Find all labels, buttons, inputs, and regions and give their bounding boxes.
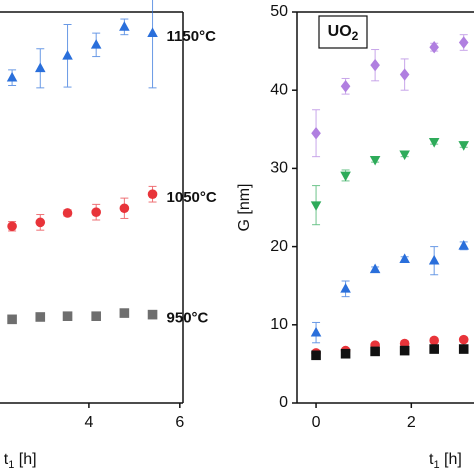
- marker: [119, 203, 130, 214]
- marker: [458, 344, 469, 354]
- marker: [399, 150, 410, 161]
- marker: [35, 312, 46, 322]
- y-tick-label: 20: [270, 238, 288, 255]
- marker: [340, 283, 351, 293]
- x-tick-label: 6: [175, 414, 184, 431]
- marker: [340, 171, 351, 182]
- x-tick-label: 0: [312, 414, 321, 431]
- marker: [91, 311, 101, 321]
- marker: [429, 335, 439, 346]
- marker: [340, 80, 351, 93]
- marker: [147, 189, 158, 200]
- x-tick-label: 2: [407, 414, 416, 431]
- series-label: 950°C: [167, 310, 209, 327]
- marker: [458, 240, 469, 250]
- marker: [399, 345, 410, 356]
- y-tick-label: 50: [270, 3, 288, 20]
- marker: [7, 221, 17, 232]
- marker: [458, 141, 469, 151]
- marker: [310, 326, 322, 337]
- y-tick-label: 30: [270, 160, 288, 177]
- y-tick-label: 10: [270, 316, 288, 333]
- marker: [370, 346, 380, 357]
- marker: [369, 263, 381, 274]
- series-label: 1150°C: [167, 28, 217, 45]
- marker: [62, 50, 73, 60]
- series-label: 1050°C: [167, 189, 217, 206]
- label-sub: 1: [433, 459, 439, 471]
- label-text: t: [429, 451, 434, 468]
- marker: [119, 308, 130, 318]
- marker: [429, 344, 439, 354]
- marker: [6, 71, 18, 82]
- marker: [370, 58, 380, 72]
- annotation-text: UO: [328, 23, 352, 40]
- marker: [458, 334, 469, 345]
- marker: [90, 39, 102, 49]
- marker: [340, 348, 351, 359]
- label-sub: 1: [8, 459, 14, 471]
- marker: [62, 208, 73, 218]
- label-unit: [h]: [440, 451, 462, 468]
- marker: [458, 36, 469, 49]
- annotation: UO2: [328, 23, 359, 43]
- axis-label: t1 [h]: [429, 451, 462, 471]
- marker: [91, 207, 101, 217]
- marker: [399, 68, 410, 81]
- x-tick-label: 4: [84, 414, 93, 431]
- label-text: t: [4, 451, 9, 468]
- marker: [428, 254, 440, 265]
- marker: [399, 253, 410, 263]
- marker: [62, 311, 73, 321]
- marker: [147, 27, 158, 37]
- marker: [34, 62, 46, 73]
- error-bar: [148, 0, 157, 89]
- marker: [428, 137, 440, 148]
- y-tick-label: 0: [279, 394, 288, 411]
- marker: [311, 126, 321, 140]
- marker: [310, 201, 322, 211]
- y-tick-label: 40: [270, 81, 288, 98]
- annotation-sub: 2: [352, 29, 359, 43]
- axis-label: G [nm]: [236, 183, 253, 231]
- marker: [369, 155, 381, 166]
- marker: [35, 217, 46, 228]
- marker: [147, 309, 158, 320]
- label-unit: [h]: [14, 451, 36, 468]
- marker: [429, 40, 439, 54]
- marker: [119, 21, 130, 31]
- marker: [311, 350, 321, 361]
- annotation-box: [318, 15, 368, 49]
- axis-label: t1 [h]: [4, 451, 37, 471]
- marker: [7, 314, 17, 325]
